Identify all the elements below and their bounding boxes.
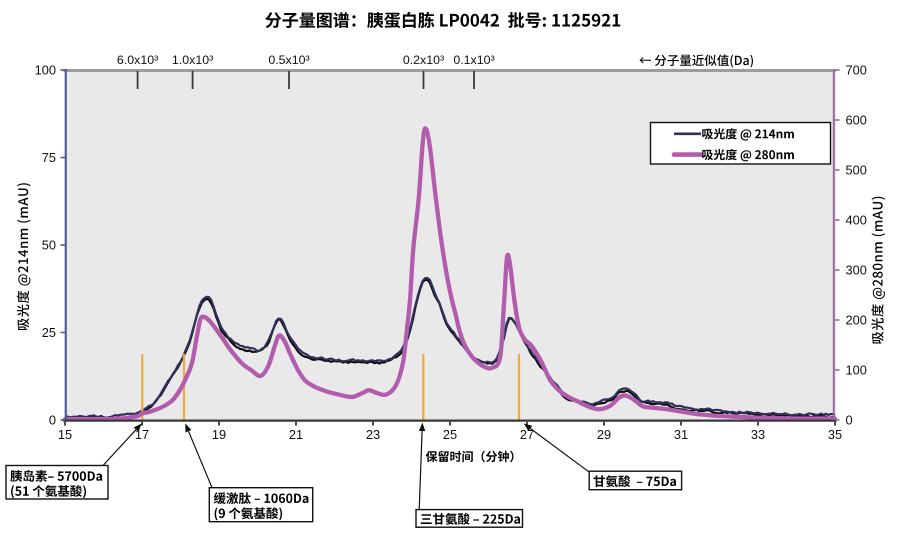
svg-text:15: 15 — [58, 427, 72, 442]
svg-text:0.2x10³: 0.2x10³ — [403, 53, 444, 67]
svg-text:100: 100 — [846, 362, 867, 377]
svg-text:21: 21 — [289, 427, 303, 442]
svg-text:400: 400 — [846, 212, 867, 227]
svg-text:100: 100 — [35, 62, 56, 77]
svg-text:19: 19 — [212, 427, 226, 442]
svg-text:0: 0 — [49, 412, 56, 427]
svg-text:35: 35 — [828, 427, 842, 442]
svg-text:0.1x10³: 0.1x10³ — [453, 53, 494, 67]
svg-text:200: 200 — [846, 312, 867, 327]
svg-text:33: 33 — [751, 427, 765, 442]
svg-text:300: 300 — [846, 262, 867, 277]
svg-text:25: 25 — [42, 325, 56, 340]
svg-text:1.0x10³: 1.0x10³ — [172, 53, 213, 67]
svg-text:25: 25 — [443, 427, 457, 442]
svg-text:0.5x10³: 0.5x10³ — [268, 53, 309, 67]
svg-text:29: 29 — [597, 427, 611, 442]
svg-text:50: 50 — [42, 237, 56, 252]
svg-text:700: 700 — [846, 62, 867, 77]
svg-text:23: 23 — [366, 427, 380, 442]
svg-text:6.0x10³: 6.0x10³ — [117, 53, 158, 67]
svg-text:75: 75 — [42, 150, 56, 165]
svg-text:500: 500 — [846, 162, 867, 177]
svg-text:31: 31 — [674, 427, 688, 442]
svg-text:27: 27 — [520, 427, 534, 442]
svg-text:0: 0 — [846, 412, 853, 427]
svg-text:600: 600 — [846, 112, 867, 127]
